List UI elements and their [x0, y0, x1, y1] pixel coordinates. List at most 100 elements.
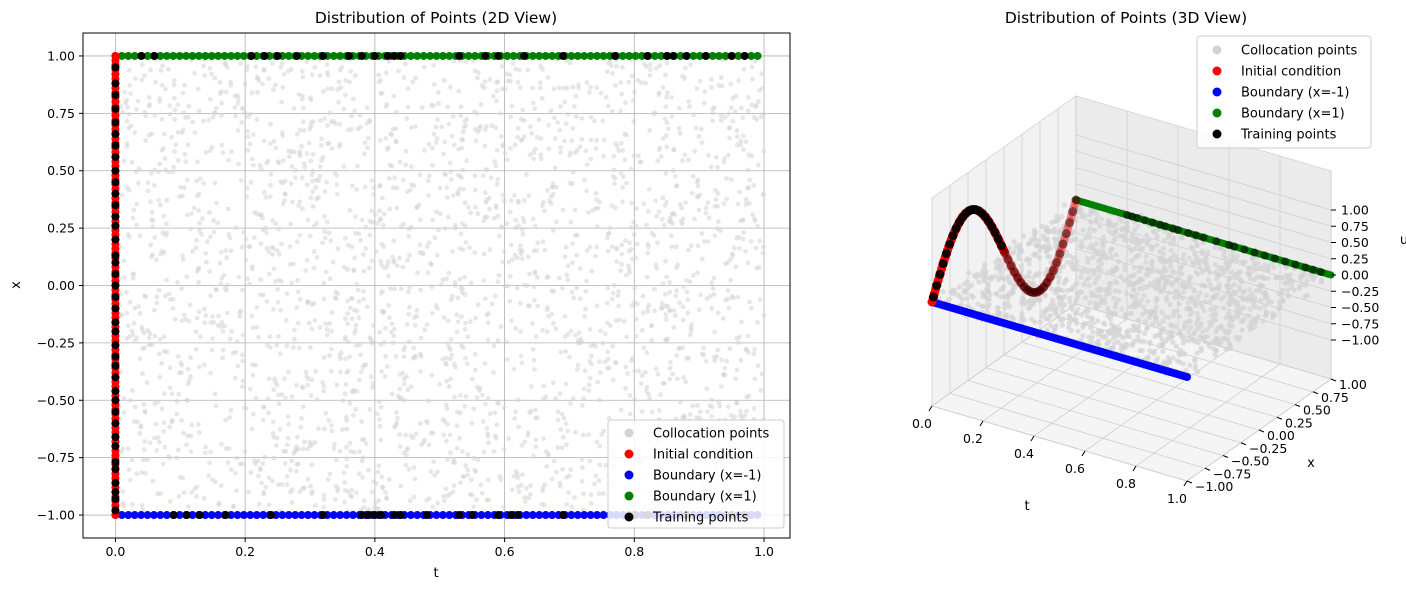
collocation-point: [611, 153, 617, 159]
collocation-point: [271, 387, 277, 393]
training-point-3d: [1309, 265, 1318, 274]
collocation-point: [262, 189, 267, 195]
collocation-point: [532, 366, 537, 372]
collocation-point: [597, 397, 602, 403]
collocation-point: [419, 105, 425, 110]
collocation-point: [276, 333, 282, 339]
collocation-point: [170, 418, 175, 423]
collocation-point: [604, 235, 610, 241]
collocation-point: [143, 138, 149, 143]
collocation-point: [679, 205, 685, 211]
collocation-point: [325, 141, 331, 147]
collocation-point-3d: [1041, 243, 1047, 249]
collocation-point-3d: [1013, 244, 1019, 250]
collocation-point: [361, 296, 367, 302]
collocation-point: [623, 272, 629, 278]
collocation-point: [291, 106, 297, 111]
collocation-point: [673, 244, 679, 250]
collocation-point: [665, 90, 671, 96]
collocation-point: [535, 303, 541, 309]
training-point-3d: [1133, 214, 1142, 222]
collocation-point: [579, 457, 585, 462]
collocation-point: [222, 61, 228, 66]
collocation-point: [740, 236, 746, 242]
collocation-point: [683, 200, 688, 205]
collocation-point: [321, 355, 327, 360]
collocation-point: [733, 264, 739, 270]
collocation-point: [647, 128, 653, 133]
collocation-point: [553, 469, 559, 475]
collocation-point: [297, 199, 303, 205]
collocation-point: [417, 242, 423, 248]
boundary-minus-point: [188, 511, 197, 520]
collocation-point: [483, 167, 488, 172]
collocation-point: [270, 218, 275, 223]
collocation-point: [540, 327, 545, 333]
collocation-point: [379, 90, 385, 96]
collocation-point: [329, 428, 335, 434]
collocation-point-3d: [1168, 247, 1174, 254]
collocation-point: [209, 71, 214, 77]
collocation-point: [226, 232, 232, 237]
collocation-point: [359, 418, 364, 424]
collocation-point: [500, 259, 506, 265]
collocation-point: [558, 427, 564, 432]
collocation-point: [196, 208, 201, 213]
collocation-point: [492, 433, 498, 439]
collocation-point: [695, 183, 701, 189]
collocation-point-3d: [1080, 333, 1086, 339]
collocation-point: [502, 283, 508, 289]
collocation-point: [627, 240, 632, 246]
training-point: [137, 51, 146, 60]
collocation-point: [417, 217, 423, 223]
collocation-point: [167, 385, 173, 391]
collocation-point: [451, 483, 457, 488]
collocation-point: [755, 363, 761, 369]
collocation-point: [341, 470, 347, 476]
collocation-point: [647, 67, 653, 73]
collocation-point: [750, 212, 756, 218]
initial-condition-point-3d: [1071, 195, 1081, 205]
boundary-minus-point: [214, 511, 223, 520]
collocation-point: [462, 292, 468, 297]
collocation-point-3d: [1159, 309, 1165, 315]
collocation-point: [324, 179, 329, 185]
collocation-point: [243, 236, 249, 242]
collocation-point: [495, 213, 501, 219]
collocation-point: [231, 504, 236, 509]
collocation-point: [345, 242, 351, 248]
boundary-minus-point: [477, 511, 486, 520]
collocation-point-3d: [1129, 258, 1135, 264]
collocation-point: [620, 147, 626, 153]
collocation-point: [150, 478, 156, 484]
collocation-point: [487, 77, 493, 83]
initial-condition-point-3d: [1040, 281, 1050, 291]
collocation-point: [132, 130, 138, 135]
legend-marker-3d: [1212, 66, 1222, 76]
collocation-point: [487, 411, 493, 417]
collocation-point: [645, 309, 651, 315]
boundary-plus-point: [426, 51, 435, 60]
collocation-point-3d: [1094, 212, 1101, 218]
collocation-point-3d: [1005, 274, 1012, 280]
collocation-point-3d: [1090, 254, 1096, 260]
initial-condition-point-3d: [1017, 279, 1027, 289]
collocation-point: [271, 266, 277, 272]
collocation-point: [463, 59, 469, 64]
collocation-point: [721, 159, 727, 165]
collocation-point: [263, 225, 268, 231]
collocation-point: [289, 500, 295, 505]
collocation-point: [592, 481, 597, 487]
collocation-point: [240, 378, 246, 384]
collocation-point: [664, 120, 670, 126]
collocation-point: [546, 198, 552, 204]
collocation-point: [462, 118, 468, 124]
t-tick-label-3d: 0.0: [912, 416, 932, 431]
collocation-point: [614, 63, 619, 69]
collocation-point-3d: [976, 279, 982, 285]
collocation-point: [212, 391, 218, 397]
collocation-point-3d: [1082, 295, 1089, 301]
collocation-point: [749, 102, 755, 108]
boundary-minus-point: [445, 511, 454, 520]
collocation-point: [328, 368, 334, 374]
